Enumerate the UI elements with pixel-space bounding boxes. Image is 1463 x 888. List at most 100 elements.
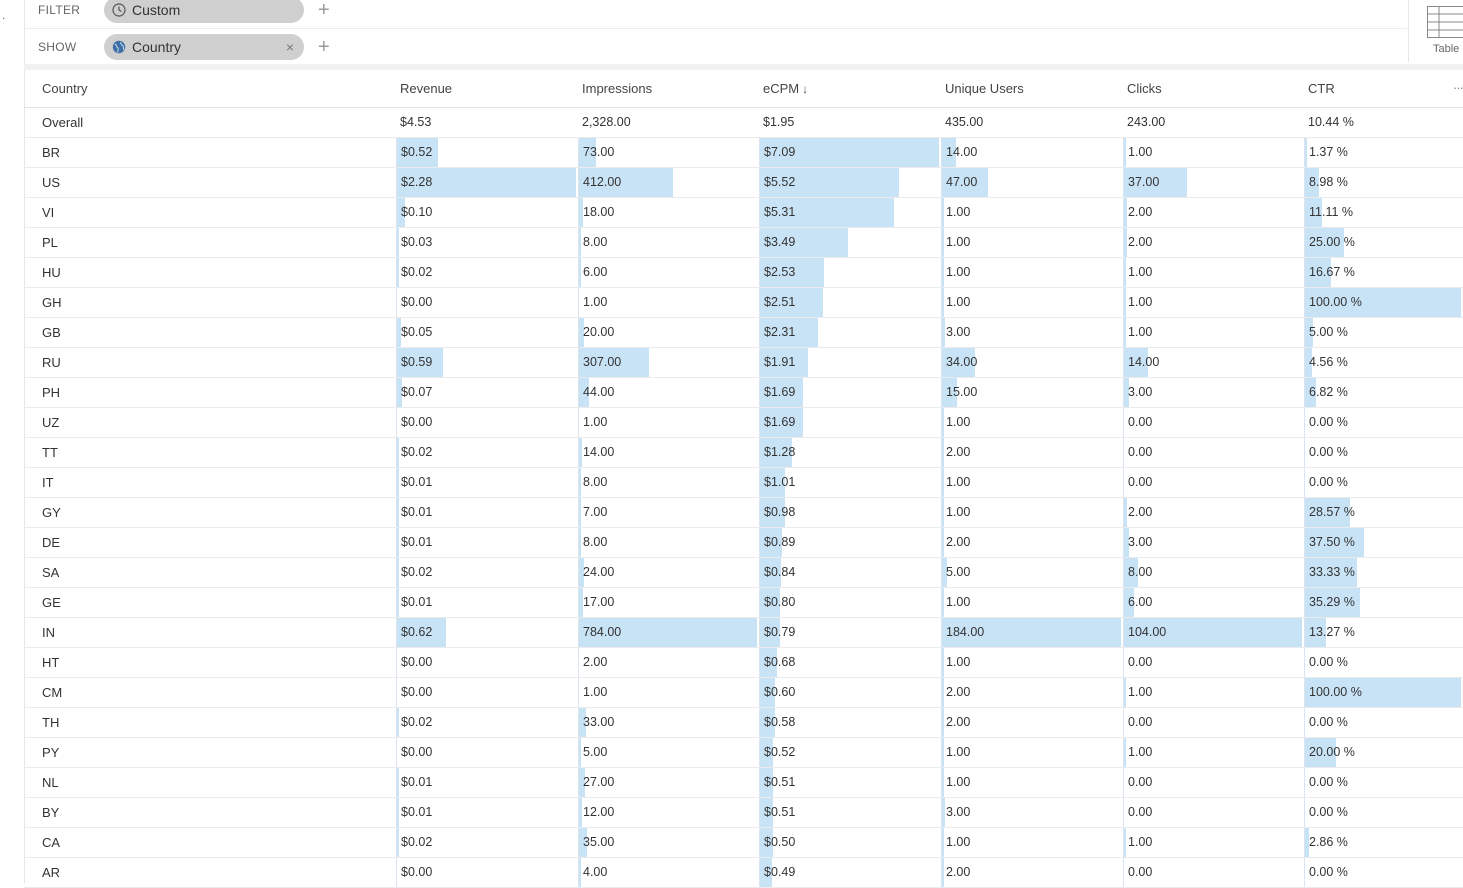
cell-impressions: 24.00 xyxy=(578,558,759,587)
cell-clicks: 3.00 xyxy=(1123,528,1304,557)
cell-clicks: 0.00 xyxy=(1123,708,1304,737)
column-header-ctr[interactable]: CTR xyxy=(1308,81,1335,96)
add-filter-button[interactable]: + xyxy=(318,0,330,20)
cell-value: $0.02 xyxy=(401,445,432,459)
cell-impressions: 8.00 xyxy=(578,468,759,497)
cell-country: Overall xyxy=(24,108,396,137)
collapse-handle[interactable]: . xyxy=(2,8,5,22)
cell-value: PL xyxy=(42,235,58,250)
cell-value: 12.00 xyxy=(583,805,614,819)
show-pill-country[interactable]: Country × xyxy=(104,34,304,60)
cell-revenue: $0.02 xyxy=(396,828,578,857)
cell-value: 0.00 % xyxy=(1309,715,1348,729)
cell-bar xyxy=(397,828,399,857)
cell-value: US xyxy=(42,175,60,190)
cell-bar xyxy=(942,258,944,287)
cell-unique-users: 5.00 xyxy=(941,558,1123,587)
cell-value: $1.69 xyxy=(764,415,795,429)
cell-country: IT xyxy=(24,468,396,497)
cell-revenue: $0.02 xyxy=(396,558,578,587)
cell-country: CA xyxy=(24,828,396,857)
more-options-icon[interactable]: ··· xyxy=(1453,80,1463,95)
cell-clicks: 104.00 xyxy=(1123,618,1304,647)
cell-value: GY xyxy=(42,505,61,520)
cell-clicks: 1.00 xyxy=(1123,828,1304,857)
cell-value: $1.28 xyxy=(764,445,795,459)
cell-impressions: 6.00 xyxy=(578,258,759,287)
cell-unique-users: 1.00 xyxy=(941,198,1123,227)
cell-value: 0.00 % xyxy=(1309,415,1348,429)
cell-ctr: 20.00 % xyxy=(1304,738,1463,767)
cell-value: 1.00 xyxy=(1128,145,1152,159)
cell-value: 1.00 xyxy=(946,655,970,669)
column-header-clicks[interactable]: Clicks xyxy=(1127,81,1162,96)
cell-country: IN xyxy=(24,618,396,647)
add-dimension-button[interactable]: + xyxy=(318,37,330,57)
column-header-revenue[interactable]: Revenue xyxy=(400,81,452,96)
column-header-unique-users[interactable]: Unique Users xyxy=(945,81,1024,96)
cell-value: 20.00 % xyxy=(1309,745,1355,759)
cell-value: $0.60 xyxy=(764,685,795,699)
cell-revenue: $0.02 xyxy=(396,438,578,467)
cell-value: 1.00 xyxy=(1128,685,1152,699)
cell-bar xyxy=(942,288,944,317)
filter-pill-custom[interactable]: Custom xyxy=(104,0,304,23)
cell-bar xyxy=(397,588,399,617)
cell-ecpm: $0.50 xyxy=(759,828,941,857)
cell-revenue: $0.01 xyxy=(396,588,578,617)
cell-value: 1.00 xyxy=(1128,835,1152,849)
cell-value: $0.00 xyxy=(401,415,432,429)
cell-unique-users: 47.00 xyxy=(941,168,1123,197)
cell-ctr: 2.86 % xyxy=(1304,828,1463,857)
cell-bar xyxy=(579,438,582,467)
column-header-country[interactable]: Country xyxy=(42,81,88,96)
cell-bar xyxy=(942,828,944,857)
cell-ecpm: $0.98 xyxy=(759,498,941,527)
cell-ctr: 4.56 % xyxy=(1304,348,1463,377)
cell-ctr: 16.67 % xyxy=(1304,258,1463,287)
column-header-ecpm[interactable]: eCPM↓ xyxy=(763,81,808,96)
cell-unique-users: 1.00 xyxy=(941,588,1123,617)
close-icon[interactable]: × xyxy=(286,39,294,55)
column-header-impressions[interactable]: Impressions xyxy=(582,81,652,96)
cell-value: 1.00 xyxy=(1128,295,1152,309)
cell-value: $0.01 xyxy=(401,805,432,819)
cell-bar xyxy=(942,408,944,437)
filter-pill-label: Custom xyxy=(132,2,180,18)
cell-value: 784.00 xyxy=(583,625,621,639)
show-row: SHOW Country × + xyxy=(24,29,1407,65)
cell-value: 3.00 xyxy=(946,805,970,819)
cell-value: 2.00 xyxy=(583,655,607,669)
cell-clicks: 2.00 xyxy=(1123,198,1304,227)
visualization-selector[interactable]: Table xyxy=(1408,0,1463,62)
show-pill-label: Country xyxy=(132,39,181,55)
cell-value: 1.00 xyxy=(946,775,970,789)
cell-country: HT xyxy=(24,648,396,677)
